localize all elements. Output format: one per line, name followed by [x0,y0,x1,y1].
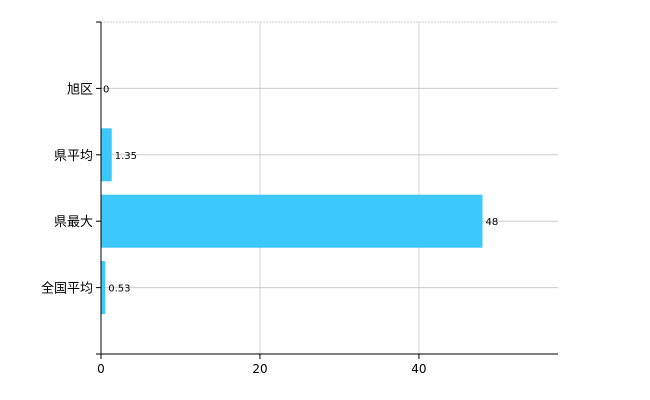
data-label: 1.35 [115,151,137,162]
category-label: 旭区 [67,82,93,97]
category-label: 全国平均 [41,281,93,297]
data-label: 0 [103,84,109,95]
category-label: 県平均 [54,149,93,164]
data-label: 0.53 [108,284,130,295]
data-label: 48 [485,217,498,228]
bar [101,128,112,182]
x-tick-label: 20 [252,362,267,376]
bar [101,194,483,248]
x-tick-label: 0 [97,362,105,376]
x-tick-label: 40 [411,362,426,376]
bar [101,261,106,315]
category-label: 県最大 [54,215,93,230]
